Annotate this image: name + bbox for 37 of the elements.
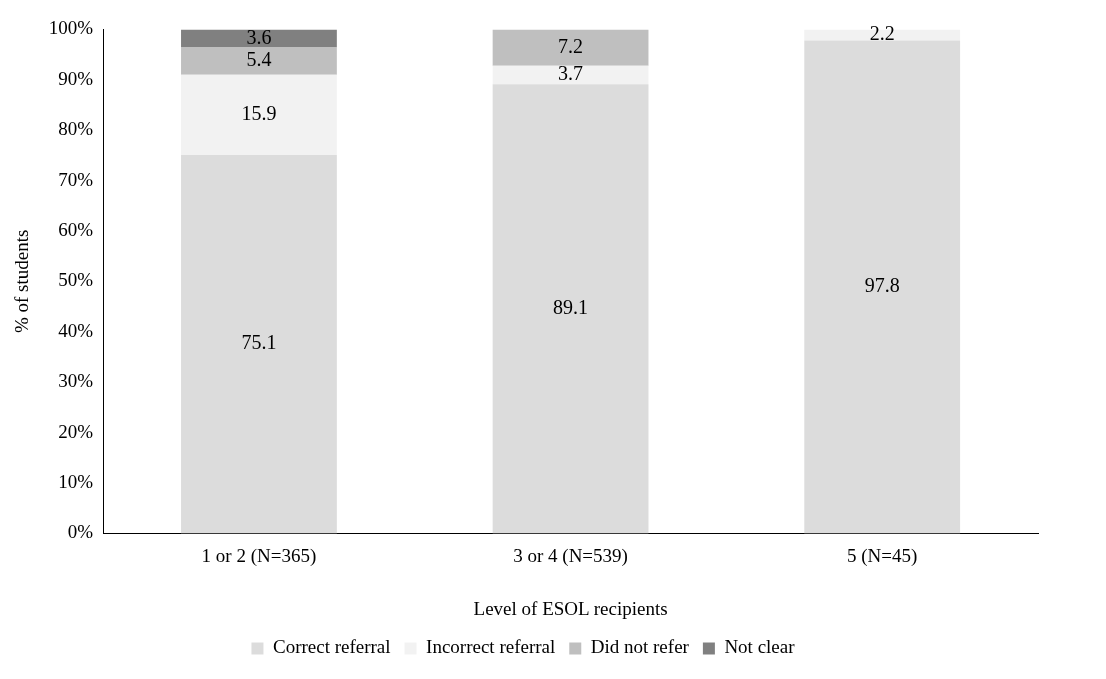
data-label: 15.9: [241, 102, 277, 125]
bar: [492, 29, 649, 66]
data-label: 5.4: [246, 48, 272, 71]
x-tick-label: 5 (N=45): [847, 544, 918, 567]
x-tick-label: 3 or 4 (N=539): [513, 544, 628, 567]
data-label: 3.7: [558, 62, 584, 85]
y-tick-label: 80%: [58, 118, 94, 140]
y-tick-label: 0%: [67, 521, 94, 543]
bar: [181, 74, 337, 155]
bar: [492, 65, 649, 85]
data-label: 3.6: [246, 25, 272, 48]
y-tick-label: 100%: [48, 17, 94, 39]
legend-label: Correct referral: [272, 636, 391, 658]
bar: [804, 40, 961, 534]
data-label: 7.2: [558, 34, 584, 57]
bar: [181, 29, 337, 48]
y-axis-title: % of students: [11, 229, 33, 334]
data-label: 2.2: [869, 22, 895, 45]
y-tick-label: 90%: [58, 67, 94, 89]
bar: [181, 154, 337, 534]
bar: [492, 84, 649, 534]
y-tick-label: 20%: [58, 420, 94, 442]
data-label: 75.1: [241, 331, 277, 354]
y-tick-label: 50%: [58, 269, 94, 291]
bar: [181, 47, 337, 75]
x-tick-label: 1 or 2 (N=365): [201, 544, 317, 567]
legend-label: Did not refer: [590, 636, 690, 658]
data-label: 97.8: [864, 274, 900, 297]
y-tick-label: 30%: [58, 370, 94, 392]
y-tick-label: 70%: [58, 168, 94, 190]
y-tick-label: 40%: [58, 319, 94, 341]
x-axis-title: Level of ESOL recipients: [473, 597, 668, 619]
y-tick-label: 10%: [58, 470, 94, 492]
data-label: 89.1: [553, 296, 589, 319]
legend-label: Incorrect referral: [426, 636, 556, 658]
legend-label: Not clear: [724, 636, 796, 658]
y-tick-label: 60%: [58, 218, 94, 240]
